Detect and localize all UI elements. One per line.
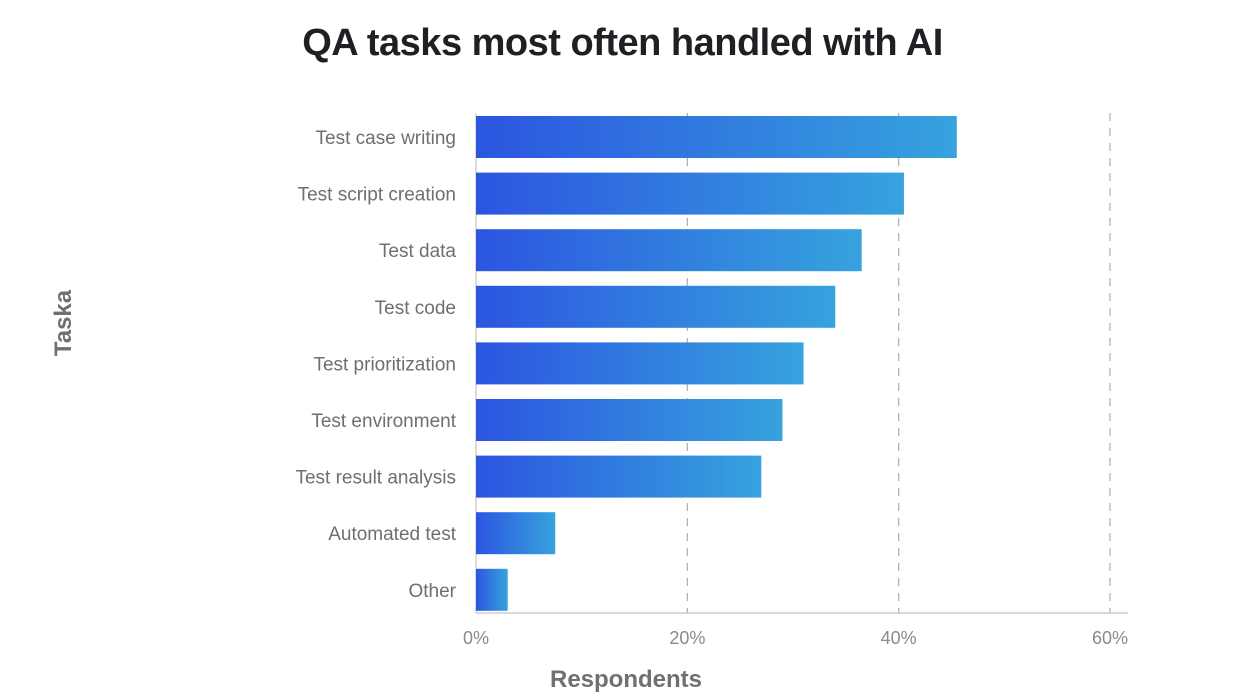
- x-tick-label: 20%: [669, 628, 705, 648]
- bar: [476, 399, 783, 441]
- bar: [476, 342, 804, 385]
- x-tick-label: 0%: [463, 628, 489, 648]
- x-axis-title: Respondents: [550, 666, 702, 693]
- category-label: Test result analysis: [295, 468, 456, 489]
- bar: [476, 512, 556, 555]
- bar: [476, 229, 862, 272]
- category-label: Automated test: [328, 524, 457, 545]
- bar: [476, 116, 957, 158]
- category-label: Test environment: [311, 411, 456, 432]
- category-label: Test data: [379, 241, 457, 262]
- x-tick-label: 40%: [881, 628, 917, 648]
- category-label: Other: [408, 581, 456, 602]
- x-tick-label: 60%: [1092, 628, 1128, 648]
- y-axis-title: Taska: [50, 289, 77, 356]
- category-label: Test script creation: [298, 185, 456, 206]
- bar: [476, 285, 836, 328]
- bar: [476, 172, 904, 215]
- category-label: Test code: [375, 298, 456, 319]
- chart-title: QA tasks most often handled with AI: [302, 22, 943, 64]
- bar: [476, 568, 508, 611]
- category-label: Test case writing: [316, 128, 456, 149]
- category-label: Test prioritization: [313, 354, 456, 375]
- bar: [476, 455, 762, 498]
